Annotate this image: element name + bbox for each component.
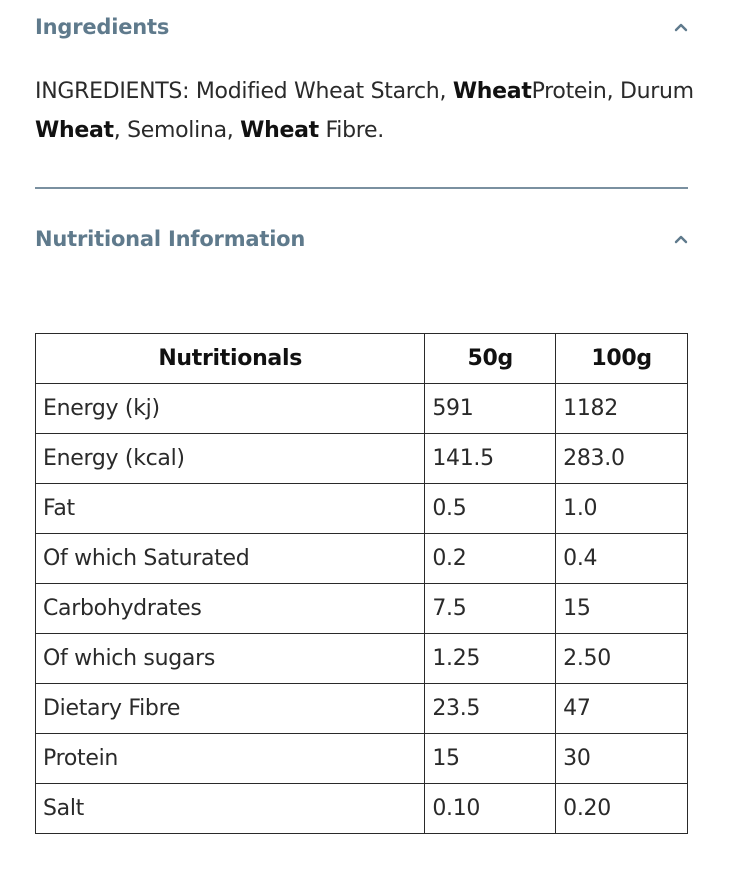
table-row: Salt 0.10 0.20 <box>34 783 688 834</box>
nutrition-title: Nutritional Information <box>35 227 306 251</box>
value-50g-cell: 0.2 <box>424 533 557 584</box>
value-100g-cell: 30 <box>555 733 688 784</box>
table-row: Dietary Fibre 23.5 47 <box>34 683 688 734</box>
chevron-up-icon[interactable] <box>674 232 688 246</box>
table-row: Protein 15 30 <box>34 733 688 784</box>
ingredients-segment: Protein, Durum <box>531 79 695 104</box>
nutrient-name-cell: Of which sugars <box>34 633 426 684</box>
nutrient-name-cell: Dietary Fibre <box>34 683 426 734</box>
ingredients-allergen: Wheat <box>452 79 532 104</box>
value-50g-cell: 591 <box>424 383 557 434</box>
column-header-100g: 100g <box>555 333 688 384</box>
nutrition-accordion-header[interactable]: Nutritional Information <box>35 219 688 259</box>
value-100g-cell: 1.0 <box>555 483 688 534</box>
table-row: Energy (kcal) 141.5 283.0 <box>34 433 688 484</box>
table-row: Of which sugars 1.25 2.50 <box>34 633 688 684</box>
value-50g-cell: 0.10 <box>424 783 557 834</box>
nutrient-name-cell: Of which Saturated <box>34 533 426 584</box>
nutrition-table-body: Energy (kj) 591 1182 Energy (kcal) 141.5 283.… <box>34 383 688 834</box>
nutrient-name-cell: Energy (kj) <box>34 383 426 434</box>
nutrient-name-cell: Protein <box>34 733 426 784</box>
value-100g-cell: 1182 <box>555 383 688 434</box>
value-50g-cell: 7.5 <box>424 583 557 634</box>
value-100g-cell: 15 <box>555 583 688 634</box>
value-50g-cell: 1.25 <box>424 633 557 684</box>
ingredients-accordion-header[interactable]: Ingredients <box>35 7 688 47</box>
chevron-up-icon[interactable] <box>674 20 688 34</box>
nutrient-name-cell: Salt <box>34 783 426 834</box>
nutrition-table: Nutritionals 50g 100g Energy (kj) 591 1182… <box>34 333 688 834</box>
ingredients-allergen: Wheat <box>240 118 319 143</box>
ingredients-title: Ingredients <box>35 15 170 39</box>
value-100g-cell: 2.50 <box>555 633 688 684</box>
column-header-nutritionals: Nutritionals <box>34 333 426 384</box>
table-header-row: Nutritionals 50g 100g <box>34 333 688 384</box>
table-row: Carbohydrates 7.5 15 <box>34 583 688 634</box>
value-100g-cell: 47 <box>555 683 688 734</box>
value-100g-cell: 0.20 <box>555 783 688 834</box>
value-50g-cell: 23.5 <box>424 683 557 734</box>
nutrient-name-cell: Fat <box>34 483 426 534</box>
value-50g-cell: 141.5 <box>424 433 557 484</box>
ingredients-allergen: Wheat <box>35 118 114 143</box>
column-header-50g: 50g <box>424 333 557 384</box>
ingredients-segment: , Semolina, <box>113 118 241 143</box>
ingredients-text: INGREDIENTS: Modified Wheat Starch, Whea… <box>35 72 695 150</box>
table-row: Of which Saturated 0.2 0.4 <box>34 533 688 584</box>
ingredients-segment: INGREDIENTS: Modified Wheat Starch, <box>35 79 453 104</box>
section-divider <box>35 187 688 189</box>
value-50g-cell: 15 <box>424 733 557 784</box>
ingredients-segment: Fibre. <box>318 118 385 143</box>
table-row: Fat 0.5 1.0 <box>34 483 688 534</box>
nutrient-name-cell: Carbohydrates <box>34 583 426 634</box>
table-row: Energy (kj) 591 1182 <box>34 383 688 434</box>
nutrient-name-cell: Energy (kcal) <box>34 433 426 484</box>
value-50g-cell: 0.5 <box>424 483 557 534</box>
value-100g-cell: 0.4 <box>555 533 688 584</box>
value-100g-cell: 283.0 <box>555 433 688 484</box>
